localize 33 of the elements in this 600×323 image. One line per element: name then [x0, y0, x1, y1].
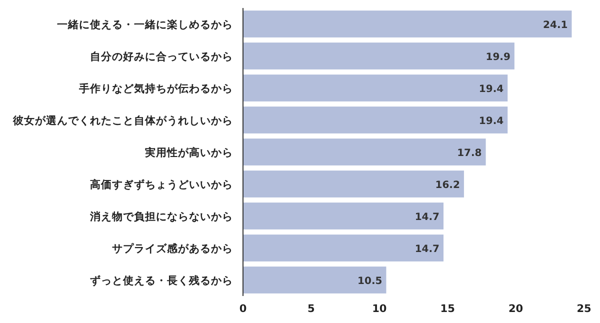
x-tick-label: 15 — [440, 303, 455, 315]
y-tick-label: 実用性が高いから — [144, 146, 233, 159]
data-label: 16.2 — [435, 180, 460, 191]
bar — [243, 10, 572, 38]
x-tick-label: 5 — [308, 303, 315, 315]
data-label: 14.7 — [414, 244, 440, 255]
data-label: 10.5 — [358, 276, 382, 287]
y-tick-label: 高価すぎずちょうどいいから — [90, 178, 233, 191]
bar — [243, 234, 444, 262]
bar — [243, 170, 464, 198]
y-tick-label: ずっと使える・長く残るから — [90, 274, 233, 287]
y-tick-label: 手作りなど気持ちが伝わるから — [78, 82, 233, 95]
x-tick-label: 25 — [576, 303, 592, 315]
bar — [243, 42, 514, 70]
bar — [243, 266, 386, 294]
data-label: 24.1 — [543, 20, 568, 31]
y-tick-label: 一緒に使える・一緒に楽しめるから — [57, 18, 233, 31]
y-tick-label: 消え物で負担にならないから — [89, 210, 233, 223]
x-tick-label: 10 — [372, 303, 387, 315]
data-label: 19.4 — [478, 116, 504, 127]
bar — [243, 202, 444, 230]
bar — [243, 138, 486, 166]
data-label: 14.7 — [414, 212, 440, 223]
bar — [243, 106, 508, 134]
y-tick-label: 自分の好みに合っているから — [90, 50, 233, 63]
x-tick-label: 20 — [508, 303, 524, 315]
y-tick-label: サプライズ感があるから — [112, 242, 233, 255]
data-label: 19.4 — [478, 84, 504, 95]
data-label: 19.9 — [486, 52, 510, 63]
data-label: 17.8 — [457, 148, 482, 159]
y-tick-label: 彼女が選んでくれたこと自体がうれしいから — [12, 114, 233, 127]
x-tick-label: 0 — [239, 303, 247, 315]
bar — [243, 74, 508, 102]
